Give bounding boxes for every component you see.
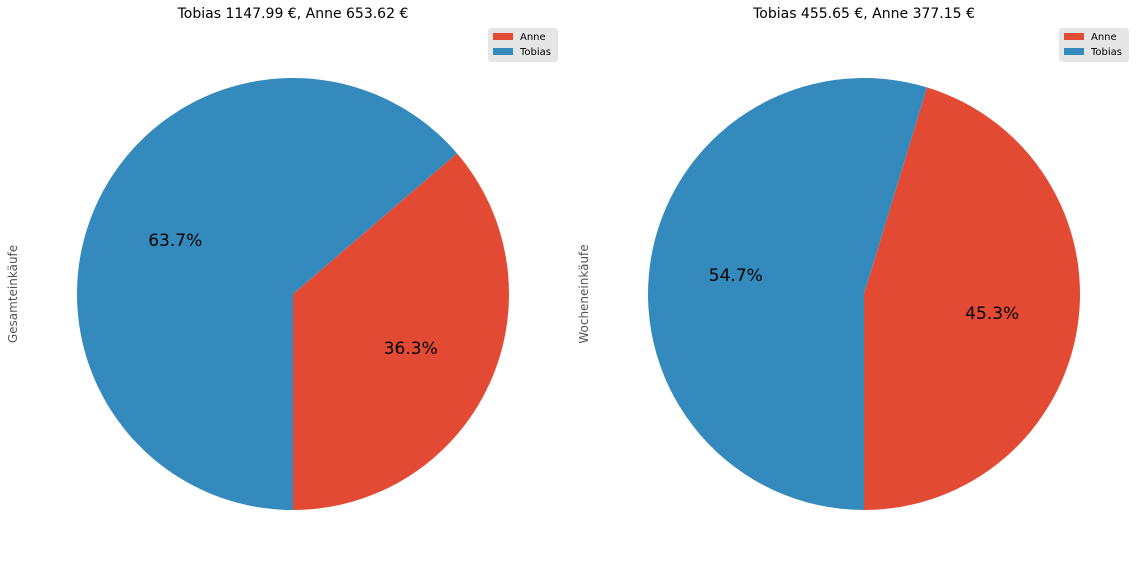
slices bbox=[76, 78, 510, 511]
pie-slice-anne bbox=[864, 87, 1081, 511]
legend-label-tobias: Tobias bbox=[519, 47, 551, 58]
percent-label-tobias: 54.7% bbox=[709, 266, 763, 286]
pie-slice-tobias bbox=[76, 78, 457, 511]
legend-label-anne: Anne bbox=[1091, 32, 1117, 43]
pie-chart-weekly: Tobias 455.65 €, Anne 377.15 € Wochenein… bbox=[577, 6, 1129, 511]
chart-title: Tobias 1147.99 €, Anne 653.62 € bbox=[177, 6, 409, 22]
legend-label-tobias: Tobias bbox=[1090, 47, 1122, 58]
percent-label-anne: 45.3% bbox=[965, 304, 1019, 324]
percent-label-tobias: 63.7% bbox=[148, 231, 202, 251]
legend-label-anne: Anne bbox=[520, 32, 546, 43]
pie-slice-anne bbox=[293, 153, 510, 510]
y-axis-label: Wocheneinkäufe bbox=[577, 244, 591, 343]
y-axis-label: Gesamteinkäufe bbox=[6, 245, 20, 343]
percent-labels: 36.3% 63.7% bbox=[148, 231, 438, 359]
chart-title: Tobias 455.65 €, Anne 377.15 € bbox=[752, 6, 975, 22]
slices bbox=[648, 78, 1081, 511]
pie-slice-tobias bbox=[648, 78, 928, 511]
pie-chart-total: Tobias 1147.99 €, Anne 653.62 € Gesamtei… bbox=[6, 6, 558, 511]
legend-swatch-tobias bbox=[493, 48, 513, 55]
legend-swatch-anne bbox=[1064, 33, 1084, 40]
percent-label-anne: 36.3% bbox=[384, 339, 438, 359]
percent-labels: 45.3% 54.7% bbox=[709, 266, 1019, 324]
legend: Anne Tobias bbox=[488, 28, 558, 62]
legend-swatch-tobias bbox=[1064, 48, 1084, 55]
chart-panel-weekly: Tobias 455.65 €, Anne 377.15 € Wochenein… bbox=[572, 0, 1144, 574]
chart-panel-total: Tobias 1147.99 €, Anne 653.62 € Gesamtei… bbox=[6, 6, 558, 511]
legend-swatch-anne bbox=[493, 33, 513, 40]
legend: Anne Tobias bbox=[1059, 28, 1129, 62]
